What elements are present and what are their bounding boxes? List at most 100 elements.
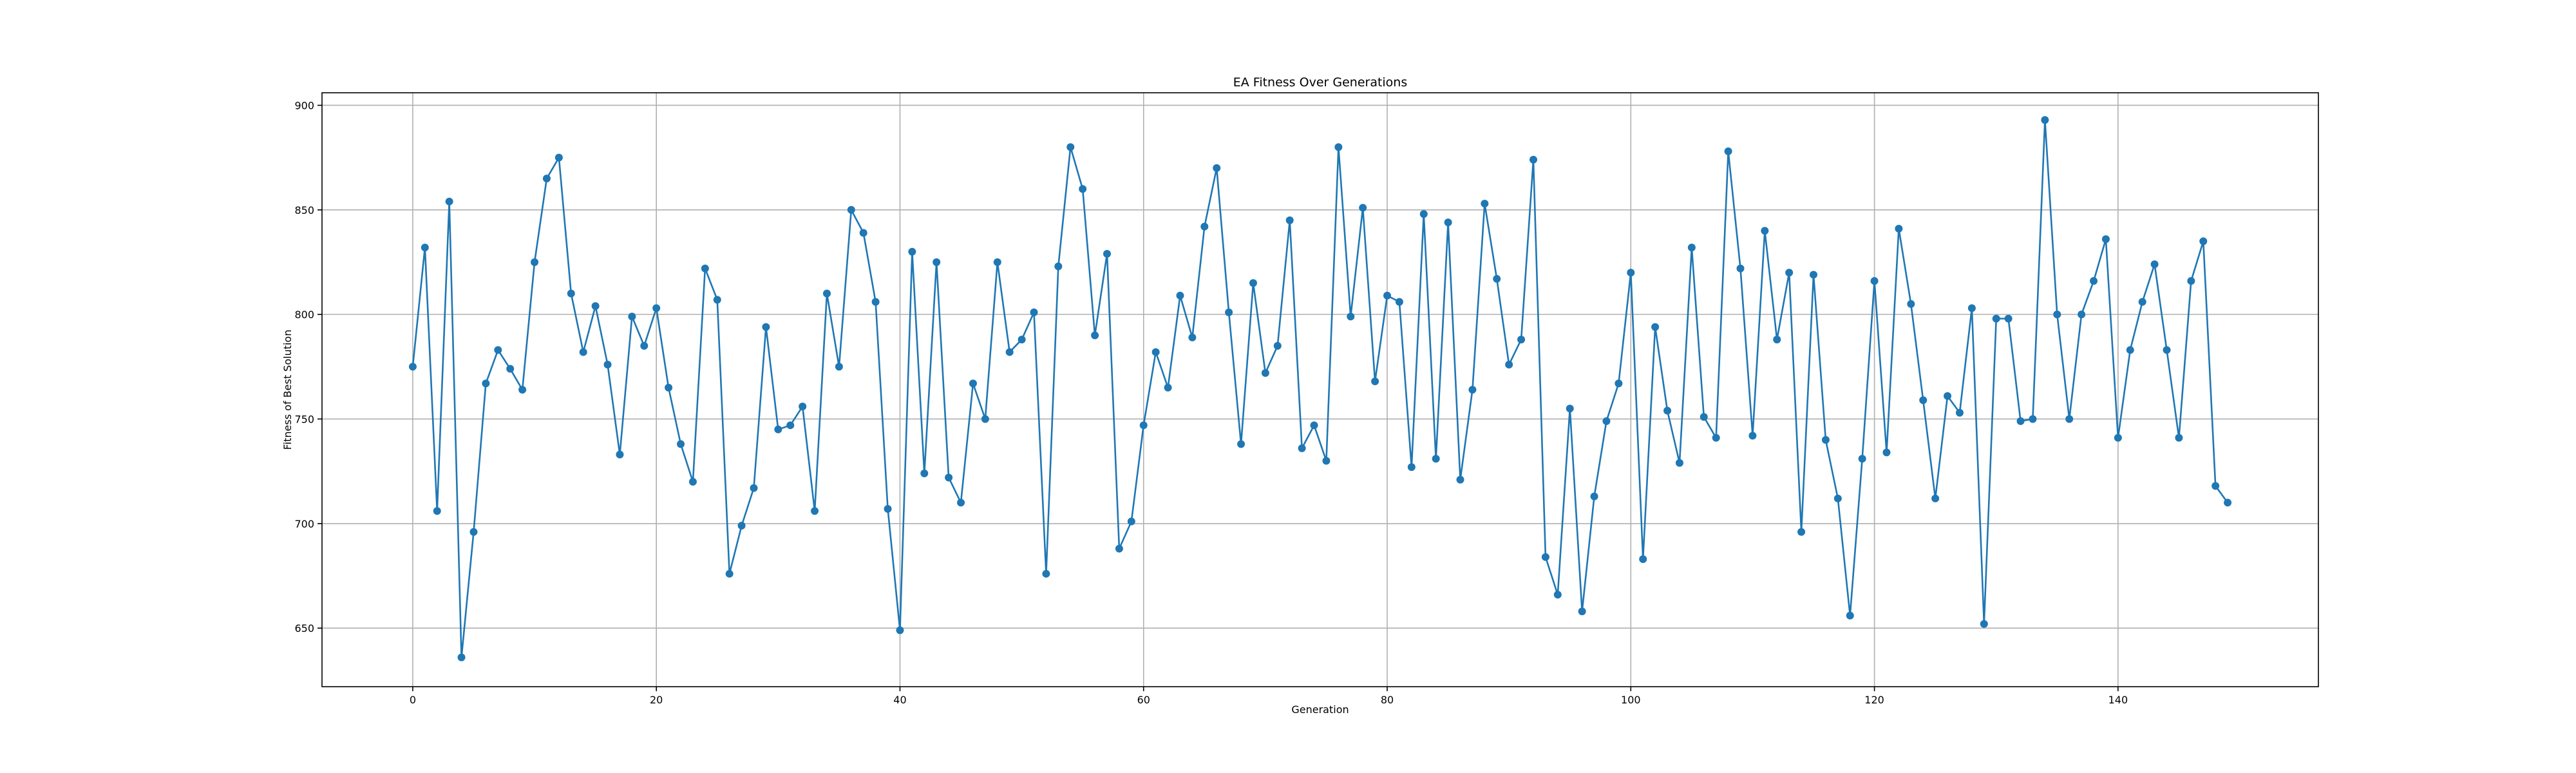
- data-point: [1907, 300, 1915, 308]
- data-point: [1456, 475, 1464, 484]
- data-point: [2175, 434, 2183, 442]
- y-axis-ticks: 650 700 750 800 850 900: [294, 99, 322, 635]
- data-point: [1432, 455, 1440, 463]
- data-point: [1213, 164, 1221, 172]
- data-point: [847, 205, 855, 214]
- data-point: [408, 363, 417, 371]
- data-point: [640, 341, 649, 350]
- data-point: [1493, 274, 1501, 283]
- plot-frame: [321, 92, 2319, 687]
- series-line: [412, 119, 2229, 658]
- data-point: [1590, 492, 1598, 501]
- data-point: [1188, 333, 1197, 341]
- data-point: [1505, 361, 1513, 369]
- data-point: [871, 298, 880, 306]
- data-point: [1615, 379, 1623, 388]
- data-point: [2078, 310, 2086, 319]
- data-point: [822, 289, 831, 298]
- data-point: [1285, 216, 1294, 225]
- data-point: [1030, 308, 1038, 316]
- data-point: [1821, 435, 1830, 444]
- data-point: [554, 153, 563, 162]
- data-point: [2090, 277, 2098, 285]
- data-point: [1627, 269, 1635, 277]
- data-point: [811, 507, 819, 515]
- data-point: [2187, 277, 2195, 285]
- data-point: [1261, 369, 1269, 377]
- data-point: [1164, 383, 1172, 392]
- data-point: [1517, 336, 1526, 344]
- data-point: [628, 312, 636, 321]
- data-point: [469, 528, 478, 536]
- data-point: [1810, 271, 1818, 279]
- data-point: [1273, 341, 1282, 350]
- data-point: [482, 379, 490, 388]
- data-point: [1955, 408, 1964, 417]
- x-tick-label: 100: [1621, 694, 1641, 706]
- data-point: [1298, 444, 1306, 452]
- x-tick-label: 80: [1381, 694, 1394, 706]
- data-point: [1322, 457, 1331, 465]
- data-point: [713, 296, 721, 304]
- data-point: [1091, 331, 1099, 339]
- data-point: [2211, 482, 2220, 490]
- data-point: [1773, 336, 1781, 344]
- data-point: [603, 361, 612, 369]
- data-point: [2138, 298, 2146, 306]
- data-point: [2004, 314, 2012, 323]
- y-tick-label: 850: [294, 204, 314, 216]
- data-point: [2016, 417, 2025, 425]
- data-point: [762, 323, 770, 331]
- data-point: [1639, 555, 1647, 563]
- data-point: [421, 243, 429, 252]
- data-point: [1602, 417, 1611, 425]
- x-tick-label: 120: [1864, 694, 1884, 706]
- data-point: [1797, 528, 1806, 536]
- data-point: [1833, 494, 1842, 502]
- data-point: [1225, 308, 1233, 316]
- data-point: [884, 505, 892, 513]
- data-point: [1419, 210, 1428, 218]
- data-point: [993, 258, 1001, 266]
- data-point: [506, 365, 515, 373]
- data-point: [652, 304, 661, 312]
- data-point: [1895, 225, 1903, 233]
- data-point: [494, 346, 502, 354]
- data-point: [2126, 346, 2134, 354]
- data-point: [2053, 310, 2061, 319]
- x-tick-label: 60: [1137, 694, 1150, 706]
- data-point: [2224, 499, 2232, 507]
- data-point: [2199, 237, 2208, 245]
- data-point: [1444, 218, 1452, 227]
- data-point: [969, 379, 977, 388]
- data-point: [737, 522, 746, 530]
- data-point: [1992, 314, 2000, 323]
- y-tick-label: 700: [294, 518, 314, 530]
- y-tick-label: 650: [294, 622, 314, 635]
- data-points: [408, 116, 2232, 662]
- data-point: [1115, 544, 1123, 553]
- data-point: [1553, 591, 1562, 599]
- data-point: [1980, 620, 1988, 628]
- data-point: [1761, 227, 1769, 235]
- data-point: [1724, 147, 1732, 155]
- y-axis-label: Fitness of Best Solution: [281, 330, 294, 450]
- data-point: [1541, 553, 1549, 561]
- data-point: [957, 499, 965, 507]
- data-point: [1481, 200, 1489, 208]
- data-point: [933, 258, 941, 266]
- y-tick-label: 900: [294, 99, 314, 111]
- data-point: [1675, 459, 1683, 467]
- data-point: [433, 507, 441, 515]
- data-point: [1407, 463, 1416, 472]
- data-point: [750, 484, 758, 492]
- data-point: [1042, 569, 1050, 578]
- x-axis-ticks: 0 20 40 60 80 100 120 140: [410, 687, 2128, 706]
- data-point: [1151, 348, 1160, 356]
- data-point: [1566, 405, 1574, 413]
- data-point: [1054, 262, 1063, 271]
- data-point: [1785, 269, 1794, 277]
- data-point: [1663, 406, 1672, 415]
- data-point: [2163, 346, 2171, 354]
